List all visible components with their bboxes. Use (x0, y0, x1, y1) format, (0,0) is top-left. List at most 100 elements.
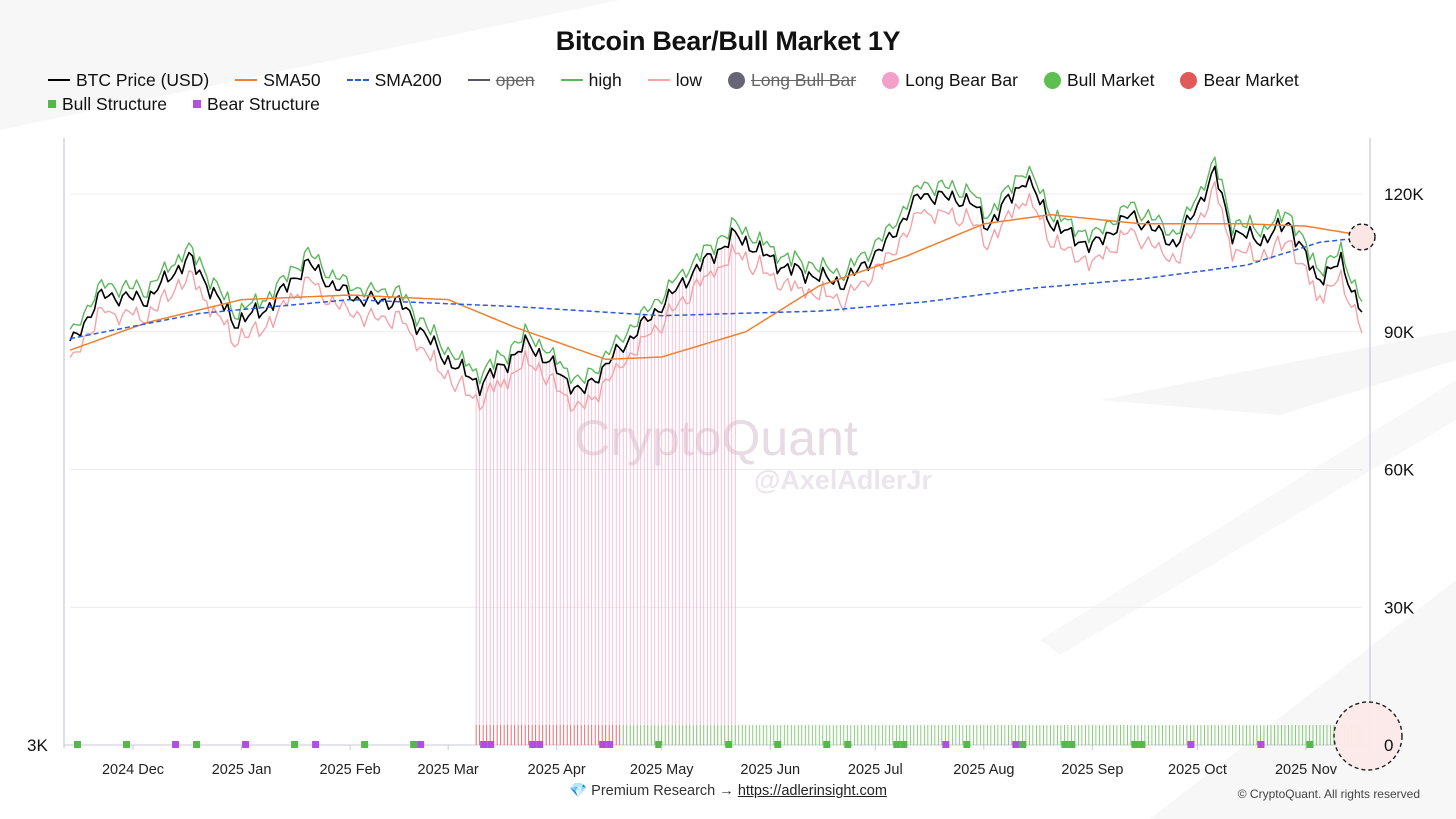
bull-structure-marker (774, 741, 782, 748)
bear-structure-marker (172, 741, 180, 748)
bull-structure-marker (291, 741, 299, 748)
legend-swatch (560, 79, 583, 81)
low-line (69, 181, 1363, 412)
y-tick-right: 30K (1384, 598, 1415, 617)
bull-structure-marker (1306, 741, 1314, 748)
bear-structure-marker (1257, 741, 1265, 748)
y-tick-right: 90K (1384, 323, 1415, 342)
bear-structure-marker (242, 741, 250, 748)
high-line (69, 156, 1363, 385)
sma200-line (69, 236, 1363, 340)
legend-item-open[interactable]: open (467, 69, 535, 90)
bull-structure-marker (893, 741, 901, 748)
legend-swatch (1180, 71, 1198, 89)
bull-structure-marker (725, 741, 733, 748)
bear-structure-marker (487, 741, 495, 748)
x-tick-label: 2025 Sep (1061, 762, 1123, 778)
legend-item-btc-price-usd[interactable]: BTC Price (USD) (48, 70, 209, 90)
structure-markers (74, 741, 1314, 748)
legend-label: Bear Structure (207, 93, 320, 114)
bear-structure-marker (312, 741, 320, 748)
x-tick-label: 2025 May (630, 762, 694, 778)
x-tick-label: 2025 Jul (848, 762, 903, 778)
bear-structure-marker (536, 741, 544, 748)
footer-text: Premium Research → (591, 783, 734, 799)
legend-item-long-bear-bar[interactable]: Long Bear Bar (882, 70, 1018, 90)
y-tick-right: 120K (1384, 185, 1424, 204)
legend-swatch (728, 71, 746, 89)
legend-swatch (193, 100, 202, 108)
legend-label: SMA200 (374, 69, 442, 90)
current-value-marker (1333, 701, 1403, 771)
x-tick-label: 2025 Mar (418, 762, 479, 778)
x-tick-label: 2025 Feb (319, 762, 380, 778)
legend-label: Long Bear Bar (905, 69, 1018, 90)
bull-structure-marker (1131, 741, 1139, 748)
legend-item-sma200[interactable]: SMA200 (346, 69, 442, 90)
legend-swatch (882, 71, 900, 89)
bull-structure-marker (1019, 741, 1027, 748)
legend-label: high (588, 69, 622, 90)
legend-swatch (235, 79, 258, 81)
legend-swatch (467, 79, 490, 81)
legend-item-bull-market[interactable]: Bull Market (1043, 69, 1155, 90)
bull-structure-marker (410, 741, 418, 748)
bull-structure-marker (844, 741, 852, 748)
legend-label: open (495, 69, 535, 90)
x-tick-label: 2024 Dec (102, 762, 164, 778)
chart-title: Bitcoin Bear/Bull Market 1Y (555, 26, 901, 56)
bull-structure-marker (655, 741, 663, 748)
legend-item-long-bull-bar[interactable]: Long Bull Bar (728, 70, 856, 90)
chart-legend: BTC Price (USD) SMA50 SMA200 open high low Lon… (48, 70, 1428, 114)
bear-structure-marker (606, 741, 614, 748)
legend-label: Bull Market (1066, 69, 1155, 90)
legend-item-high[interactable]: high (560, 69, 622, 90)
bear-structure-marker (1187, 741, 1195, 748)
bull-structure-marker (1061, 741, 1069, 748)
current-value-marker (1348, 223, 1376, 251)
legend-item-low[interactable]: low (647, 69, 703, 90)
bear-structure-marker (599, 741, 607, 748)
y-tick-left: 3K (27, 736, 48, 755)
legend-swatch (346, 79, 369, 81)
x-tick-label: 2025 Aug (953, 762, 1014, 778)
watermark-brand: CryptoQuant (574, 410, 858, 466)
legend-label: Long Bull Bar (751, 69, 857, 90)
legend-item-sma50[interactable]: SMA50 (235, 69, 321, 90)
footer-url[interactable]: https://adlerinsight.com (737, 783, 887, 799)
bull-structure-marker (823, 741, 831, 748)
legend-label: Bull Structure (62, 93, 168, 114)
footer-link[interactable]: 💎 Premium Research → https://adlerinsigh… (0, 782, 1456, 799)
bear-structure-marker (480, 741, 488, 748)
legend-item-bull-structure[interactable]: Bull Structure (48, 94, 167, 114)
legend-item-bear-market[interactable]: Bear Market (1180, 69, 1299, 90)
watermark-author: @AxelAdlerJr (754, 465, 932, 495)
bull-structure-marker (900, 741, 908, 748)
sma50-line (69, 213, 1363, 361)
bear-structure-marker (417, 741, 425, 748)
bear-structure-marker (529, 741, 537, 748)
legend-swatch (48, 79, 70, 81)
legend-label: low (675, 69, 703, 90)
bear-structure-marker (942, 741, 950, 748)
legend-swatch (647, 79, 670, 81)
long-bear-bars (475, 226, 736, 745)
bull-structure-marker (1138, 741, 1146, 748)
bear-structure-marker (1012, 741, 1020, 748)
x-tick-label: 2025 Jan (212, 762, 272, 778)
legend-swatch (48, 100, 56, 108)
diamond-icon: 💎 (569, 783, 588, 799)
bull-structure-marker (123, 741, 131, 748)
bull-structure-marker (193, 741, 201, 748)
legend-swatch (1043, 71, 1061, 89)
legend-label: Bear Market (1203, 69, 1299, 90)
legend-item-bear-structure[interactable]: Bear Structure (193, 94, 320, 114)
x-tick-label: 2025 Jun (740, 762, 800, 778)
bull-structure-marker (1068, 741, 1076, 748)
copyright: © CryptoQuant. All rights reserved (1237, 787, 1420, 801)
x-tick-label: 2025 Apr (528, 762, 586, 778)
legend-label: SMA50 (263, 69, 321, 90)
bull-structure-marker (74, 741, 82, 748)
bull-structure-marker (963, 741, 971, 748)
